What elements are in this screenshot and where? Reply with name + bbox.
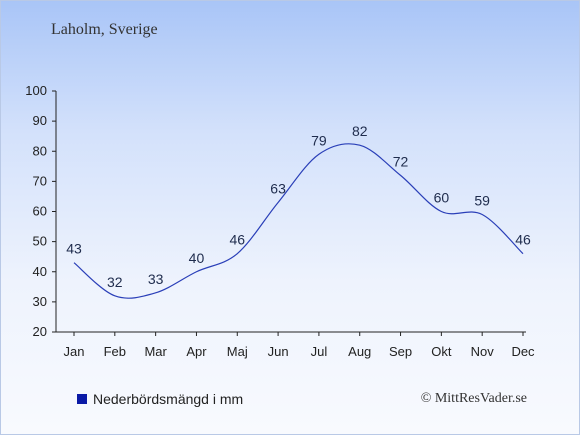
legend-swatch xyxy=(77,394,87,404)
x-tick-label: Sep xyxy=(389,344,412,359)
y-tick-label: 80 xyxy=(33,143,47,158)
x-tick-label: Nov xyxy=(471,344,495,359)
y-tick-label: 60 xyxy=(33,204,47,219)
data-label: 43 xyxy=(66,241,82,257)
y-tick-label: 50 xyxy=(33,234,47,249)
data-label: 60 xyxy=(434,190,450,206)
data-label: 59 xyxy=(474,193,490,209)
x-tick-label: Maj xyxy=(227,344,248,359)
x-tick-label: Dec xyxy=(511,344,535,359)
x-tick-label: Apr xyxy=(186,344,207,359)
x-tick-label: Feb xyxy=(104,344,126,359)
y-tick-label: 90 xyxy=(33,113,47,128)
data-label: 46 xyxy=(515,232,531,248)
data-label: 40 xyxy=(189,250,205,266)
x-tick-label: Jun xyxy=(268,344,289,359)
series-line xyxy=(73,143,524,299)
y-tick-label: 70 xyxy=(33,173,47,188)
y-tick-label: 100 xyxy=(25,83,47,98)
chart-title: Laholm, Sverige xyxy=(51,21,158,38)
data-label: 79 xyxy=(311,132,327,148)
x-tick-label: Jul xyxy=(311,344,328,359)
y-tick-label: 20 xyxy=(33,324,47,339)
x-tick-label: Aug xyxy=(348,344,371,359)
x-tick-label: Jan xyxy=(64,344,85,359)
data-label: 72 xyxy=(393,153,409,169)
x-tick-label: Okt xyxy=(431,344,452,359)
data-label: 33 xyxy=(148,271,164,287)
data-label: 63 xyxy=(270,180,286,196)
legend: Nederbördsmängd i mm xyxy=(77,391,243,407)
y-tick-label: 30 xyxy=(33,294,47,309)
copyright-text: © MittResVader.se xyxy=(420,391,527,406)
data-label: 46 xyxy=(229,232,245,248)
legend-label: Nederbördsmängd i mm xyxy=(93,391,244,407)
data-label: 32 xyxy=(107,274,123,290)
x-tick-label: Mar xyxy=(144,344,167,359)
y-tick-label: 40 xyxy=(33,264,47,279)
data-label: 82 xyxy=(352,123,368,139)
